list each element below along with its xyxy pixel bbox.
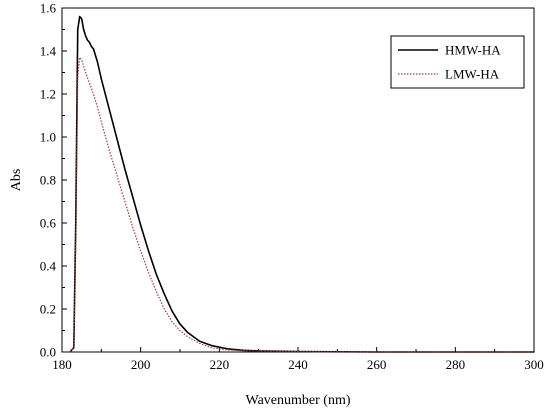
x-tick-label: 220 [210,357,230,372]
y-tick-label: 1.0 [40,130,56,145]
series-line-lmw-ha [69,56,534,353]
y-tick-label: 1.4 [40,44,57,59]
x-axis-title: Wavenumber (nm) [246,393,351,408]
y-tick-label: 0.8 [40,173,56,188]
x-axis: 180 200 220 240 260 280 300 [52,347,544,372]
legend-box [390,35,525,89]
series-group [69,15,534,353]
x-tick-label: 240 [288,357,308,372]
y-axis-title: Abs [9,169,24,192]
legend-label: HMW-HA [445,43,501,58]
y-axis: 0.0 0.2 0.4 0.6 0.8 1.0 1.2 1.4 1.6 [40,1,67,360]
y-tick-label: 1.6 [40,1,57,16]
y-tick-label: 1.2 [40,87,56,102]
x-tick-label: 280 [446,357,466,372]
y-tick-label: 0.2 [40,302,56,317]
x-tick-label: 200 [131,357,151,372]
legend: HMW-HA LMW-HA [390,35,525,89]
x-tick-label: 300 [524,357,544,372]
y-tick-label: 0.0 [40,345,56,360]
legend-label: LMW-HA [445,67,500,82]
x-tick-label: 260 [367,357,387,372]
x-tick-label: 180 [52,357,72,372]
y-tick-label: 0.6 [40,216,57,231]
series-line-hmw-ha [69,15,534,353]
y-tick-label: 0.4 [40,259,57,274]
